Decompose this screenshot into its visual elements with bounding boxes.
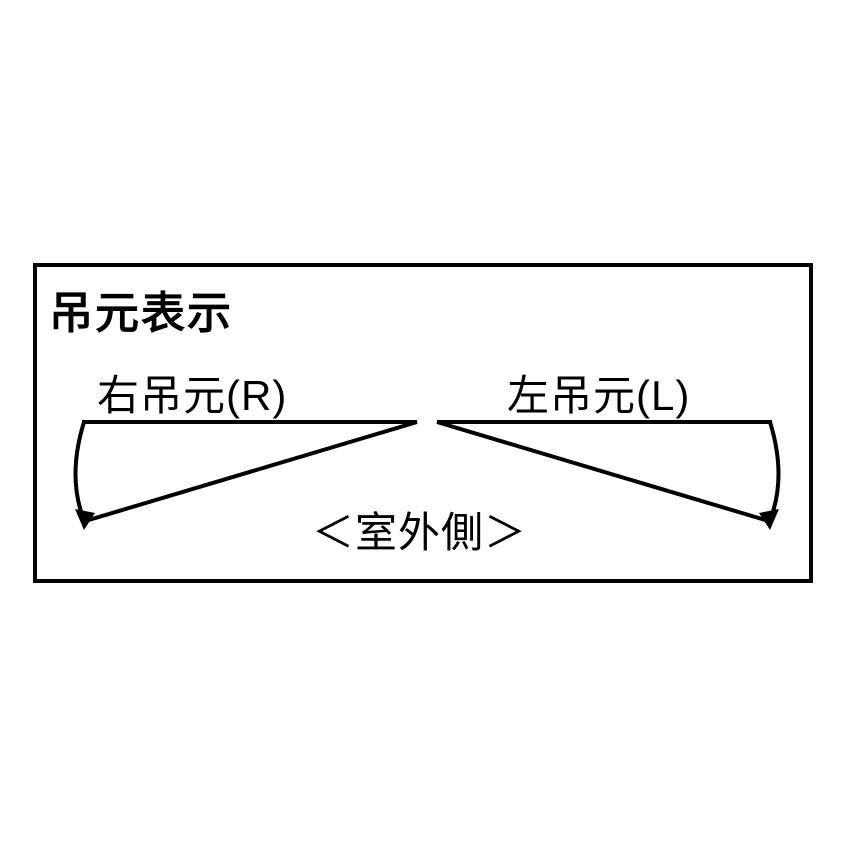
- right-swing-arc: [76, 422, 85, 520]
- hinge-diagram-box: 吊元表示 右吊元(R) 左吊元(L) ＜室外側＞: [33, 263, 813, 583]
- right-swing-open-line: [82, 422, 417, 522]
- left-swing-arc: [770, 422, 779, 520]
- swing-diagram-svg: [37, 267, 817, 587]
- left-swing-open-line: [437, 422, 772, 522]
